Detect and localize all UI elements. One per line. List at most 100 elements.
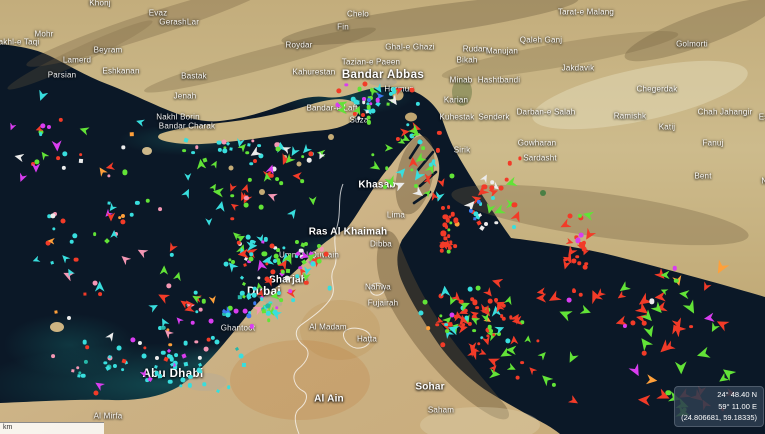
vessel-marker[interactable] xyxy=(470,210,475,215)
vessel-marker[interactable] xyxy=(266,318,271,322)
vessel-marker[interactable] xyxy=(316,244,321,249)
vessel-marker[interactable] xyxy=(107,354,112,359)
vessel-marker[interactable] xyxy=(243,202,249,208)
vessel-marker[interactable] xyxy=(361,112,366,117)
vessel-marker[interactable] xyxy=(269,243,275,249)
vessel-marker[interactable] xyxy=(520,320,524,325)
vessel-marker[interactable] xyxy=(157,206,162,211)
vessel-marker[interactable] xyxy=(578,241,583,246)
vessel-marker[interactable] xyxy=(244,195,249,200)
vessel-marker[interactable] xyxy=(643,325,657,339)
vessel-marker[interactable] xyxy=(431,159,436,163)
vessel-marker[interactable] xyxy=(357,86,362,92)
vessel-marker[interactable] xyxy=(268,300,272,305)
vessel-marker[interactable] xyxy=(510,209,524,223)
vessel-marker[interactable] xyxy=(180,377,186,383)
vessel-marker[interactable] xyxy=(565,351,579,365)
vessel-marker[interactable] xyxy=(437,178,447,188)
vessel-marker[interactable] xyxy=(148,301,160,313)
vessel-marker[interactable] xyxy=(229,200,239,210)
vessel-marker[interactable] xyxy=(461,322,465,327)
vessel-marker[interactable] xyxy=(578,213,583,218)
vessel-marker[interactable] xyxy=(477,213,482,218)
vessel-marker[interactable] xyxy=(154,370,159,376)
vessel-marker[interactable] xyxy=(284,275,290,281)
vessel-marker[interactable] xyxy=(252,293,257,298)
vessel-marker[interactable] xyxy=(444,322,449,327)
vessel-marker[interactable] xyxy=(236,240,241,245)
vessel-marker[interactable] xyxy=(78,152,83,157)
vessel-marker[interactable] xyxy=(257,143,261,148)
vessel-marker[interactable] xyxy=(51,227,56,231)
vessel-marker[interactable] xyxy=(361,96,367,102)
vessel-marker[interactable] xyxy=(85,345,89,349)
vessel-marker[interactable] xyxy=(252,301,257,305)
vessel-marker[interactable] xyxy=(524,335,532,343)
vessel-marker[interactable] xyxy=(138,340,143,345)
vessel-marker[interactable] xyxy=(579,305,592,318)
vessel-marker[interactable] xyxy=(287,206,300,219)
vessel-marker[interactable] xyxy=(270,269,276,275)
vessel-marker[interactable] xyxy=(169,357,174,362)
vessel-marker[interactable] xyxy=(370,108,376,114)
vessel-marker[interactable] xyxy=(536,293,546,303)
vessel-marker[interactable] xyxy=(130,131,135,136)
vessel-marker[interactable] xyxy=(327,285,333,291)
vessel-marker[interactable] xyxy=(202,382,206,386)
vessel-marker[interactable] xyxy=(308,150,314,157)
vessel-marker[interactable] xyxy=(509,335,518,344)
vessel-marker[interactable] xyxy=(369,96,374,101)
vessel-marker[interactable] xyxy=(181,148,186,153)
vessel-marker[interactable] xyxy=(577,261,582,265)
vessel-marker[interactable] xyxy=(422,299,428,305)
vessel-marker[interactable] xyxy=(51,140,63,152)
vessel-marker[interactable] xyxy=(210,159,220,169)
vessel-marker[interactable] xyxy=(187,383,193,388)
vessel-marker[interactable] xyxy=(672,266,677,271)
vessel-marker[interactable] xyxy=(396,136,401,141)
vessel-marker[interactable] xyxy=(250,324,255,329)
vessel-marker[interactable] xyxy=(489,185,495,191)
vessel-marker[interactable] xyxy=(184,361,189,366)
vessel-marker[interactable] xyxy=(715,316,731,332)
vessel-marker[interactable] xyxy=(413,183,418,188)
vessel-marker[interactable] xyxy=(439,341,446,348)
vessel-marker[interactable] xyxy=(453,314,459,319)
vessel-marker[interactable] xyxy=(439,248,444,253)
vessel-marker[interactable] xyxy=(135,200,140,205)
vessel-marker[interactable] xyxy=(198,307,203,312)
vessel-marker[interactable] xyxy=(184,173,192,181)
vessel-marker[interactable] xyxy=(47,214,51,218)
vessel-marker[interactable] xyxy=(82,339,87,345)
vessel-marker[interactable] xyxy=(180,187,192,199)
vessel-marker[interactable] xyxy=(51,353,56,358)
vessel-marker[interactable] xyxy=(570,258,577,264)
vessel-marker[interactable] xyxy=(375,97,380,103)
vessel-marker[interactable] xyxy=(370,160,384,174)
vessel-marker[interactable] xyxy=(234,347,240,352)
vessel-marker[interactable] xyxy=(121,145,126,149)
vessel-marker[interactable] xyxy=(195,145,199,150)
vessel-marker[interactable] xyxy=(157,374,162,379)
vessel-marker[interactable] xyxy=(478,348,488,358)
vessel-marker[interactable] xyxy=(395,165,409,179)
vessel-marker[interactable] xyxy=(214,339,220,345)
vessel-marker[interactable] xyxy=(120,219,126,225)
vessel-marker[interactable] xyxy=(107,174,111,178)
vessel-marker[interactable] xyxy=(449,312,455,318)
vessel-marker[interactable] xyxy=(122,169,128,175)
vessel-marker[interactable] xyxy=(449,220,453,225)
vessel-marker[interactable] xyxy=(295,274,299,278)
vessel-marker[interactable] xyxy=(319,246,325,252)
vessel-marker[interactable] xyxy=(423,188,433,198)
vessel-marker[interactable] xyxy=(615,290,626,301)
vessel-marker[interactable] xyxy=(366,120,371,125)
vessel-marker[interactable] xyxy=(227,305,233,311)
vessel-marker[interactable] xyxy=(163,356,169,362)
vessel-marker[interactable] xyxy=(582,208,594,220)
vessel-marker[interactable] xyxy=(31,162,36,167)
vessel-marker[interactable] xyxy=(316,258,322,264)
vessel-marker[interactable] xyxy=(92,280,98,286)
vessel-marker[interactable] xyxy=(173,361,178,366)
vessel-marker[interactable] xyxy=(566,297,572,303)
